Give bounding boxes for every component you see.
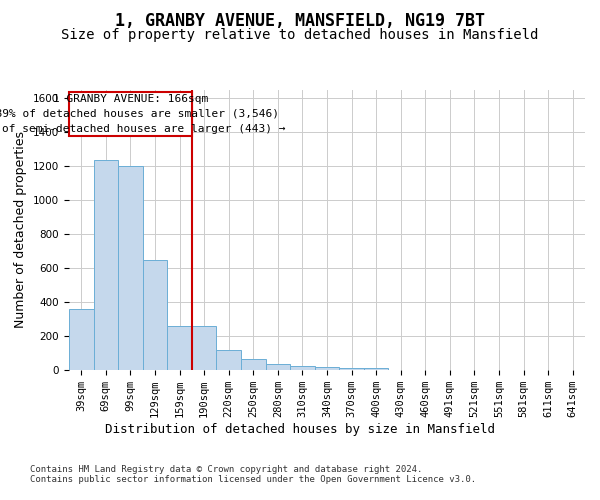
Bar <box>364 368 388 370</box>
Bar <box>290 366 315 370</box>
Text: Distribution of detached houses by size in Mansfield: Distribution of detached houses by size … <box>105 422 495 436</box>
Bar <box>315 368 339 370</box>
Bar <box>94 160 118 370</box>
Text: 1 GRANBY AVENUE: 166sqm
← 89% of detached houses are smaller (3,546)
11% of semi: 1 GRANBY AVENUE: 166sqm ← 89% of detache… <box>0 94 286 134</box>
Text: Size of property relative to detached houses in Mansfield: Size of property relative to detached ho… <box>61 28 539 42</box>
Text: Contains HM Land Registry data © Crown copyright and database right 2024.
Contai: Contains HM Land Registry data © Crown c… <box>30 465 476 484</box>
Bar <box>266 364 290 370</box>
Bar <box>143 260 167 370</box>
Bar <box>339 368 364 370</box>
Text: 1, GRANBY AVENUE, MANSFIELD, NG19 7BT: 1, GRANBY AVENUE, MANSFIELD, NG19 7BT <box>115 12 485 30</box>
Bar <box>192 326 217 370</box>
FancyBboxPatch shape <box>69 92 192 136</box>
Bar <box>217 350 241 370</box>
Bar <box>167 326 192 370</box>
Bar <box>118 166 143 370</box>
Bar <box>241 359 266 370</box>
Y-axis label: Number of detached properties: Number of detached properties <box>14 132 28 328</box>
Bar <box>69 309 94 370</box>
